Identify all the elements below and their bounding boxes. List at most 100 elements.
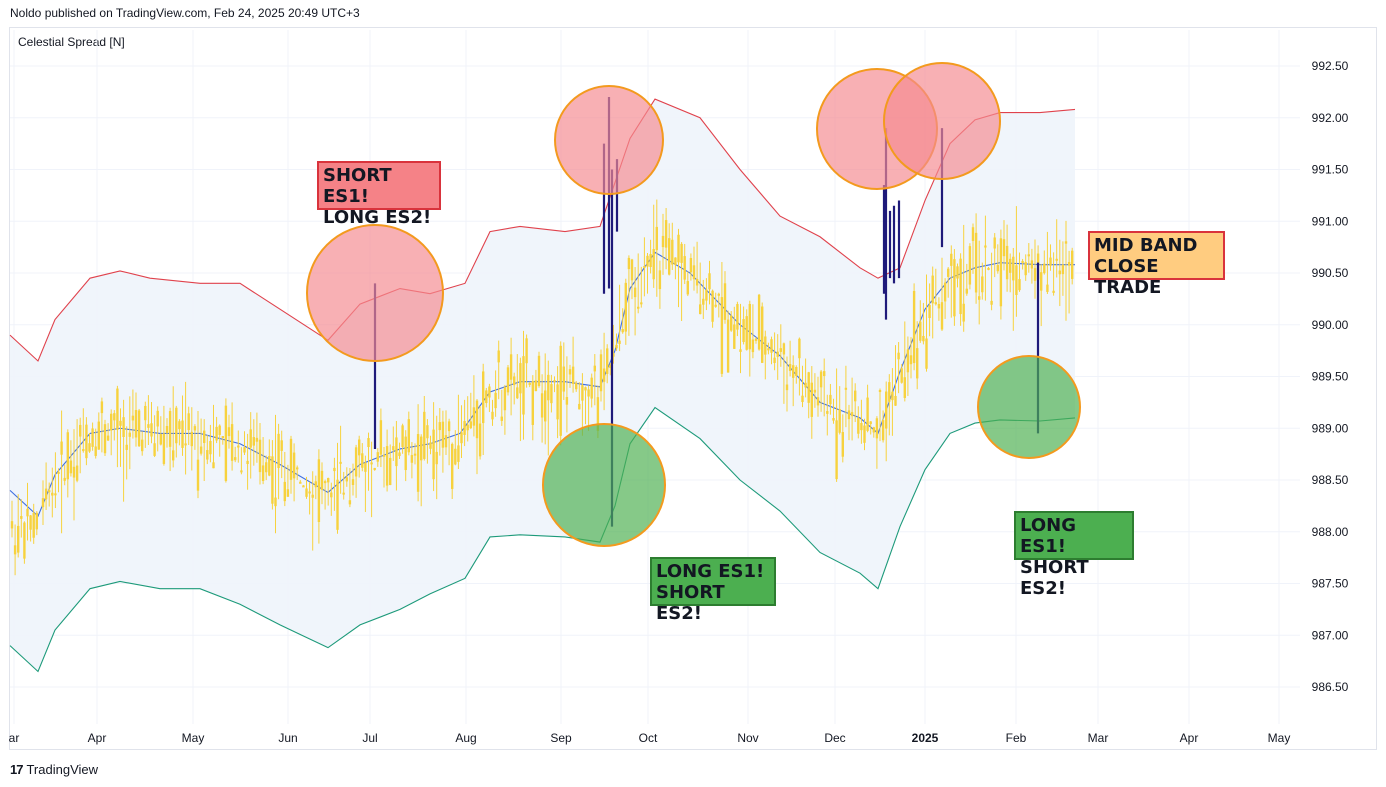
candle-body — [565, 397, 569, 405]
candle-body — [788, 364, 792, 371]
x-tick-label: Jun — [278, 731, 297, 745]
long-signal-circle — [977, 355, 1081, 459]
y-axis: 992.50 992.00 991.50 991.00 990.50 990.00 989.… — [1312, 59, 1349, 694]
candle-body — [13, 545, 17, 555]
candle-body — [599, 354, 603, 392]
candle-body — [162, 433, 166, 464]
candle-body — [327, 478, 330, 483]
candle-body — [1024, 262, 1027, 276]
candles — [10, 199, 1074, 576]
long-signal-circle — [542, 423, 666, 547]
candle-body — [829, 394, 832, 405]
candle-body — [658, 270, 662, 290]
candle-body — [996, 265, 999, 272]
candle-body — [88, 443, 91, 452]
candle-body — [519, 363, 522, 394]
candle-body — [212, 462, 215, 469]
candle-body — [416, 434, 420, 492]
y-tick-label: 988.00 — [1312, 525, 1349, 539]
candle-body — [754, 338, 758, 341]
candle-body — [761, 306, 764, 363]
candle-body — [497, 350, 500, 363]
candle-body — [522, 356, 525, 415]
candle-body — [974, 232, 978, 293]
candle-body — [268, 455, 271, 476]
candle-body — [240, 470, 243, 473]
candle-body — [702, 298, 705, 305]
candle-body — [813, 389, 817, 393]
candle-body — [615, 344, 618, 349]
candle-body — [916, 348, 919, 379]
candle-body — [584, 387, 587, 391]
candle-body — [79, 424, 82, 437]
candle-body — [782, 343, 786, 355]
candle-body — [990, 300, 993, 305]
candle-body — [953, 259, 956, 317]
candle-body — [258, 439, 262, 473]
candle-body — [1058, 270, 1061, 275]
footer-brand[interactable]: 17 TradingView — [10, 762, 98, 777]
candle-body — [668, 238, 671, 275]
candle-body — [971, 227, 975, 241]
candle-body — [999, 238, 1003, 307]
candle-body — [320, 470, 324, 490]
candle-body — [392, 446, 395, 451]
candle-body — [943, 282, 947, 302]
candle-body — [407, 419, 410, 453]
candle-body — [534, 380, 538, 392]
candle-body — [993, 237, 996, 249]
y-tick-label: 988.50 — [1312, 473, 1349, 487]
candle-body — [1067, 261, 1071, 266]
candle-body — [987, 267, 990, 270]
candle-body — [652, 249, 655, 280]
candle-body — [550, 384, 553, 404]
candle-body — [516, 387, 519, 399]
candle-body — [596, 397, 600, 431]
candle-body — [810, 382, 813, 417]
candle-body — [664, 220, 668, 248]
short-signal-circle — [883, 62, 1001, 180]
y-tick-label: 990.50 — [1312, 266, 1349, 280]
x-tick-label: May — [1268, 731, 1291, 745]
candle-body — [215, 426, 218, 441]
candle-body — [131, 415, 135, 421]
candle-body — [1012, 256, 1015, 281]
candle-body — [528, 382, 531, 385]
candle-body — [525, 338, 528, 364]
candle-body — [280, 440, 283, 451]
candle-body — [277, 433, 280, 469]
candle-body — [20, 516, 23, 519]
chart-frame — [9, 27, 1377, 750]
candle-body — [621, 329, 624, 333]
candle-body — [785, 384, 789, 391]
candle-body — [547, 374, 550, 401]
candle-body — [144, 405, 147, 421]
x-tick-label: Feb — [1006, 731, 1027, 745]
candle-body — [441, 421, 445, 448]
candle-body — [705, 289, 708, 301]
x-tick-label: ar — [9, 731, 20, 745]
candle-body — [888, 382, 891, 402]
circles — [306, 62, 1081, 547]
candle-body — [816, 397, 820, 406]
candle-body — [646, 255, 649, 267]
candle-body — [863, 425, 866, 443]
candle-body — [230, 424, 234, 461]
candle-body — [404, 436, 407, 471]
candle-body — [624, 282, 627, 332]
candle-body — [726, 319, 730, 373]
candle-body — [900, 368, 903, 383]
candle-body — [509, 354, 513, 380]
long-es1-note-b: LONG ES1! SHORT ES2! — [1014, 511, 1134, 599]
candle-body — [110, 413, 113, 431]
candle-body — [630, 259, 634, 281]
candle-body — [475, 400, 479, 439]
candle-body — [850, 412, 854, 417]
y-tick-label: 991.00 — [1312, 214, 1349, 228]
long-es1-b-line2: SHORT ES2! — [1020, 557, 1089, 599]
candle-body — [221, 436, 224, 439]
x-tick-label: May — [182, 731, 205, 745]
candle-body — [444, 435, 448, 448]
candle-body — [97, 421, 100, 450]
